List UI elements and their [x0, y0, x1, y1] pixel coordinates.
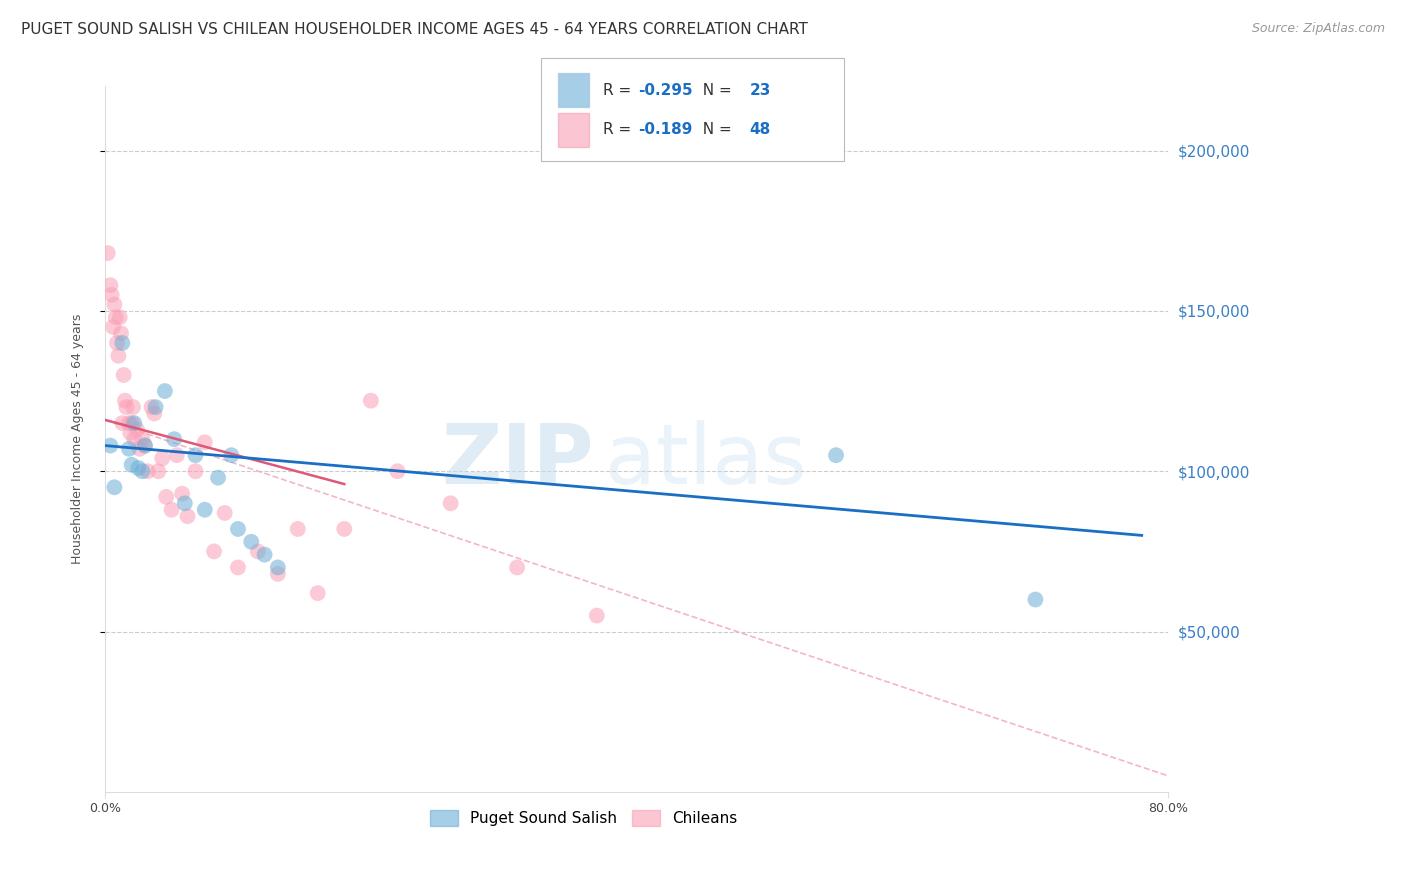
Point	[100, 288, 122, 302]
Point	[253, 548, 276, 562]
Text: PUGET SOUND SALISH VS CHILEAN HOUSEHOLDER INCOME AGES 45 - 64 YEARS CORRELATION : PUGET SOUND SALISH VS CHILEAN HOUSEHOLDE…	[21, 22, 808, 37]
Point	[360, 393, 382, 408]
Point	[105, 335, 128, 350]
Point	[145, 400, 167, 414]
Point	[387, 464, 409, 478]
Point	[153, 384, 176, 398]
Point	[127, 461, 149, 475]
Point	[134, 439, 156, 453]
Text: 48: 48	[749, 122, 770, 136]
Point	[194, 502, 217, 516]
Point	[121, 458, 143, 472]
Point	[115, 400, 138, 414]
Point	[267, 560, 290, 574]
Y-axis label: Householder Income Ages 45 - 64 years: Householder Income Ages 45 - 64 years	[72, 314, 84, 565]
Point	[100, 278, 122, 293]
Point	[194, 435, 217, 450]
Point	[226, 522, 249, 536]
Text: -0.295: -0.295	[638, 83, 693, 97]
Point	[111, 416, 134, 430]
Text: R =: R =	[603, 83, 637, 97]
Point	[118, 416, 141, 430]
Point	[107, 349, 129, 363]
Text: R =: R =	[603, 122, 637, 136]
Point	[307, 586, 329, 600]
Point	[101, 319, 124, 334]
Point	[111, 335, 134, 350]
Point	[506, 560, 529, 574]
Text: N =: N =	[693, 122, 737, 136]
Point	[173, 496, 195, 510]
Point	[103, 297, 125, 311]
Point	[825, 448, 848, 462]
Point	[131, 432, 153, 446]
Point	[125, 423, 148, 437]
Point	[160, 502, 183, 516]
Point	[143, 407, 166, 421]
Point	[128, 442, 150, 456]
Point	[214, 506, 236, 520]
Point	[100, 439, 122, 453]
Point	[176, 509, 198, 524]
Point	[118, 442, 141, 456]
Point	[124, 416, 146, 430]
Point	[108, 310, 131, 325]
Point	[112, 368, 135, 382]
Point	[124, 432, 146, 446]
Legend: Puget Sound Salish, Chileans: Puget Sound Salish, Chileans	[422, 803, 745, 834]
Point	[184, 464, 207, 478]
Text: ZIP: ZIP	[441, 420, 595, 500]
Point	[184, 448, 207, 462]
Point	[150, 451, 173, 466]
Point	[141, 400, 163, 414]
Point	[104, 310, 127, 325]
Point	[267, 566, 290, 581]
Point	[240, 534, 263, 549]
Point	[166, 448, 188, 462]
Point	[134, 439, 156, 453]
Point	[114, 393, 136, 408]
Point	[103, 480, 125, 494]
Point	[439, 496, 461, 510]
Point	[221, 448, 243, 462]
Point	[97, 246, 120, 260]
Point	[121, 416, 143, 430]
Point	[120, 425, 142, 440]
Text: atlas: atlas	[605, 420, 807, 500]
Point	[246, 544, 269, 558]
Point	[207, 470, 229, 484]
Point	[110, 326, 132, 341]
Point	[163, 432, 186, 446]
Point	[155, 490, 177, 504]
Text: Source: ZipAtlas.com: Source: ZipAtlas.com	[1251, 22, 1385, 36]
Point	[287, 522, 309, 536]
Point	[131, 464, 153, 478]
Point	[122, 400, 145, 414]
Point	[136, 464, 159, 478]
Text: -0.189: -0.189	[638, 122, 693, 136]
Point	[333, 522, 356, 536]
Point	[226, 560, 249, 574]
Point	[585, 608, 607, 623]
Point	[1024, 592, 1046, 607]
Point	[172, 486, 194, 500]
Text: N =: N =	[693, 83, 737, 97]
Point	[202, 544, 225, 558]
Text: 23: 23	[749, 83, 770, 97]
Point	[148, 464, 170, 478]
